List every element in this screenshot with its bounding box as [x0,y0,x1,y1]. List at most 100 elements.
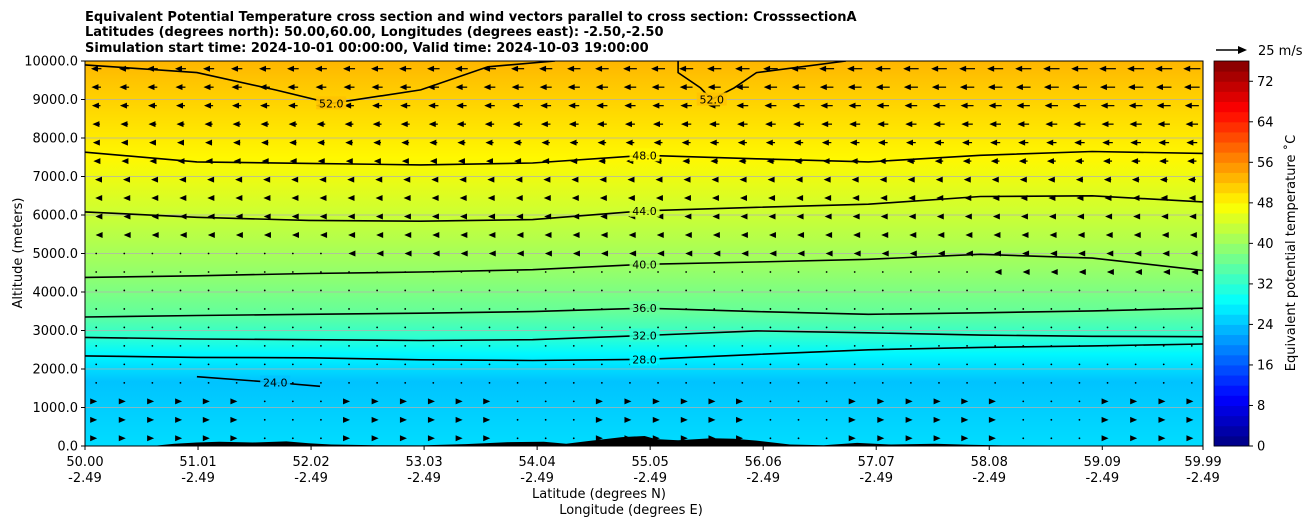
wind-vector-head [572,232,580,239]
wind-vector [291,271,294,273]
wind-vector-head [932,102,940,109]
quiver-key-label: 25 m/s [1258,44,1303,59]
plot-area: 24.0 28.0 32.0 36.0 40.0 44.0 48.0 52.0 52.0 [84,60,1204,447]
wind-vector-head [1101,398,1109,405]
wind-vector [263,289,266,292]
wind-vector-head [514,158,522,165]
wind-vector-head [679,84,687,91]
wind-vector-head [123,232,131,239]
wind-vector-head [202,435,210,442]
wind-vector-head [175,398,183,405]
wind-vector [432,308,435,310]
wind-vector-head [90,398,98,405]
wind-vector [432,289,435,292]
wind-vector [1078,289,1081,292]
colorbar-tick-label: 40 [1257,237,1274,252]
wind-vector-head [1101,435,1109,442]
wind-vector-head [596,102,604,109]
wind-vector-head [371,435,379,442]
wind-vector [572,326,575,329]
wind-vector-head [263,176,271,183]
wind-vector [741,289,744,292]
wind-vector [488,271,491,273]
wind-vector [769,363,772,366]
wind-vector-head [1106,268,1114,275]
wind-vector-head [90,416,98,423]
wind-vector [741,381,744,384]
wind-vector [235,252,238,255]
wind-vector-head [683,195,691,202]
wind-vector-head [235,213,243,220]
wind-vector-head [848,416,856,423]
wind-vector-head [148,121,156,128]
wind-vector-head [431,213,439,220]
wind-vector [1190,363,1193,366]
wind-vector-head [1183,65,1191,72]
wind-vector [797,289,800,292]
wind-vector-head [680,416,688,423]
wind-vector-head [879,176,887,183]
wind-vector-head [880,213,888,220]
colorbar-tick-label: 72 [1257,75,1274,90]
wind-vector [1078,363,1081,366]
wind-vector-head [316,121,324,128]
wind-vector [404,345,407,347]
wind-vector-head [347,195,355,202]
wind-vector-head [600,213,608,220]
x-tick-label-lat: 54.04 [519,455,556,470]
x-tick-label-lon: -2.49 [1186,471,1220,486]
wind-vector-head [708,398,716,405]
wind-vector-head [1078,250,1086,257]
wind-vector-head [937,232,945,239]
wind-vector-head [207,232,215,239]
wind-vector [432,326,435,329]
wind-vector [1106,381,1109,384]
colorbar-band [1214,304,1249,315]
wind-vector-head [207,176,215,183]
wind-vector [291,308,294,310]
wind-vector-head [849,139,857,146]
wind-vector-head [543,195,551,202]
wind-vector [825,418,828,421]
wind-vector-head [1132,195,1140,202]
x-tick-label-lat: 55.05 [632,455,669,470]
wind-vector [263,252,266,255]
wind-vector [516,326,519,329]
wind-vector [825,326,828,329]
wind-vector [151,326,154,329]
wind-vector-head [230,435,238,442]
wind-vector [516,289,519,292]
wind-vector-head [260,102,268,109]
wind-vector [1106,363,1109,366]
wind-vector-head [348,232,356,239]
title-line-3: Simulation start time: 2024-10-01 00:00:… [85,41,649,56]
wind-vector-head [486,158,494,165]
wind-vector-head [684,213,692,220]
wind-vector [348,289,350,292]
colorbar-band [1214,192,1249,204]
wind-vector [909,308,912,310]
wind-vector [179,345,182,347]
wind-vector-head [740,213,748,220]
wind-vector-head [92,139,100,146]
wind-vector-head [965,232,973,239]
wind-vector-head [738,158,746,165]
wind-vector-head [990,139,998,146]
wind-vector [994,381,997,384]
wind-vector [95,326,98,329]
wind-vector-head [1155,84,1163,91]
wind-vector-head [1022,268,1030,275]
wind-vector-head [931,84,939,91]
colorbar-tick-label: 16 [1257,358,1274,373]
x-axis-label-latitude: Latitude (degrees N) [532,487,666,502]
wind-vector [123,289,126,292]
wind-vector-head [118,416,126,423]
wind-vector [432,345,435,347]
wind-vector [95,289,98,292]
wind-vector-head [1043,65,1051,72]
colorbar-band [1214,182,1249,194]
wind-vector-head [709,139,717,146]
wind-vector-head [988,435,996,442]
wind-vector-head [488,232,496,239]
y-tick-label: 4000.0 [33,286,79,301]
